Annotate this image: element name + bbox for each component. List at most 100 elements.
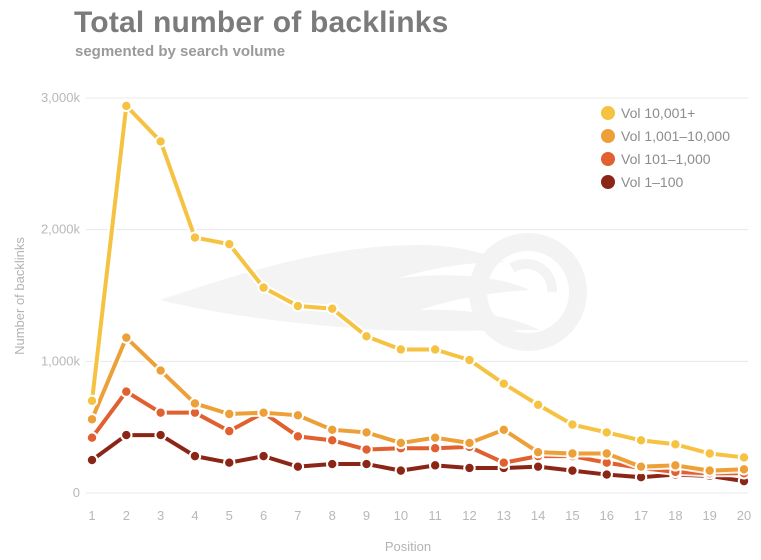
y-tick-label: 2,000k bbox=[41, 222, 81, 237]
x-axis-tick-labels: 1 2 3 4 5 6 7 8 9 10 11 12 13 14 15 16 17 18 19 20 bbox=[88, 508, 751, 523]
data-point bbox=[360, 330, 373, 343]
data-point bbox=[85, 394, 99, 408]
data-point bbox=[120, 99, 133, 113]
data-point bbox=[497, 423, 510, 436]
x-tick-label: 11 bbox=[428, 508, 442, 523]
data-point bbox=[120, 331, 133, 344]
data-point bbox=[600, 426, 613, 439]
data-point bbox=[394, 436, 408, 450]
y-tick-label: 3,000k bbox=[41, 90, 81, 105]
series-group bbox=[85, 331, 751, 477]
data-point bbox=[428, 431, 442, 444]
data-point bbox=[291, 430, 305, 443]
x-tick-label: 9 bbox=[363, 508, 370, 523]
x-tick-label: 2 bbox=[123, 508, 130, 523]
data-point bbox=[188, 449, 202, 463]
data-point bbox=[257, 281, 270, 294]
x-axis-title: Position bbox=[385, 539, 431, 554]
data-point bbox=[360, 457, 373, 471]
data-point bbox=[257, 406, 270, 419]
data-point bbox=[85, 431, 99, 444]
x-tick-label: 1 bbox=[88, 508, 95, 523]
x-tick-label: 4 bbox=[191, 508, 198, 523]
legend-marker bbox=[601, 129, 615, 143]
data-point bbox=[85, 453, 99, 467]
data-point bbox=[669, 438, 682, 451]
data-point bbox=[223, 407, 236, 421]
data-point bbox=[463, 461, 476, 475]
data-point bbox=[531, 445, 545, 459]
data-point bbox=[497, 377, 510, 390]
data-point bbox=[428, 442, 442, 455]
series-group bbox=[85, 99, 751, 464]
data-point bbox=[703, 447, 716, 460]
data-point bbox=[669, 459, 682, 472]
data-point bbox=[394, 343, 408, 356]
data-point bbox=[120, 428, 133, 442]
x-tick-label: 3 bbox=[157, 508, 164, 523]
y-axis-title: Number of backlinks bbox=[12, 237, 27, 355]
data-point bbox=[326, 302, 339, 315]
data-point bbox=[360, 443, 373, 456]
legend-marker bbox=[601, 152, 615, 166]
y-axis-tick-labels: 0 1,000k 2,000k 3,000k bbox=[41, 90, 81, 500]
data-point bbox=[154, 428, 167, 442]
data-point bbox=[326, 423, 339, 436]
data-point bbox=[291, 299, 305, 313]
grid-lines bbox=[86, 97, 748, 494]
data-point bbox=[154, 364, 167, 377]
x-tick-label: 14 bbox=[531, 508, 545, 523]
legend-label: Vol 10,001+ bbox=[621, 105, 695, 121]
data-point bbox=[223, 456, 236, 469]
legend-label: Vol 1,001–10,000 bbox=[621, 128, 730, 144]
x-tick-label: 18 bbox=[668, 508, 682, 523]
y-tick-label: 0 bbox=[73, 485, 80, 500]
legend: Vol 10,001+ Vol 1,001–10,000 Vol 101–1,000… bbox=[601, 105, 730, 190]
x-tick-label: 12 bbox=[462, 508, 476, 523]
data-point bbox=[566, 447, 579, 460]
data-point bbox=[737, 463, 751, 476]
data-point bbox=[394, 464, 408, 477]
data-point bbox=[463, 353, 476, 367]
data-point bbox=[154, 406, 167, 419]
data-point bbox=[154, 135, 167, 148]
data-point bbox=[566, 418, 579, 431]
x-tick-label: 16 bbox=[600, 508, 614, 523]
data-point bbox=[326, 434, 339, 447]
data-point bbox=[600, 447, 613, 460]
data-point bbox=[85, 413, 99, 426]
data-point bbox=[188, 231, 202, 244]
series-group bbox=[85, 428, 751, 488]
data-point bbox=[223, 424, 236, 438]
legend-label: Vol 101–1,000 bbox=[621, 151, 711, 167]
data-point bbox=[360, 426, 373, 439]
legend-marker bbox=[601, 106, 615, 120]
data-point bbox=[291, 409, 305, 422]
data-point bbox=[531, 398, 545, 411]
x-tick-label: 13 bbox=[497, 508, 511, 523]
data-point bbox=[120, 385, 133, 398]
data-point bbox=[600, 468, 613, 481]
data-point bbox=[291, 460, 305, 473]
data-point bbox=[223, 237, 236, 251]
data-point bbox=[634, 434, 648, 447]
data-point bbox=[326, 457, 339, 471]
data-point bbox=[703, 464, 716, 477]
x-tick-label: 8 bbox=[329, 508, 336, 523]
data-point bbox=[531, 460, 545, 473]
x-tick-label: 17 bbox=[634, 508, 648, 523]
data-point bbox=[737, 451, 751, 464]
x-tick-label: 6 bbox=[260, 508, 267, 523]
series-layer bbox=[85, 99, 751, 488]
data-point bbox=[257, 449, 270, 463]
x-tick-label: 7 bbox=[294, 508, 301, 523]
data-point bbox=[497, 456, 510, 469]
flame-logo-watermark bbox=[160, 233, 587, 351]
x-tick-label: 19 bbox=[702, 508, 716, 523]
x-tick-label: 20 bbox=[737, 508, 751, 523]
data-point bbox=[463, 436, 476, 450]
x-tick-label: 15 bbox=[565, 508, 579, 523]
x-tick-label: 5 bbox=[226, 508, 233, 523]
data-point bbox=[566, 464, 579, 477]
